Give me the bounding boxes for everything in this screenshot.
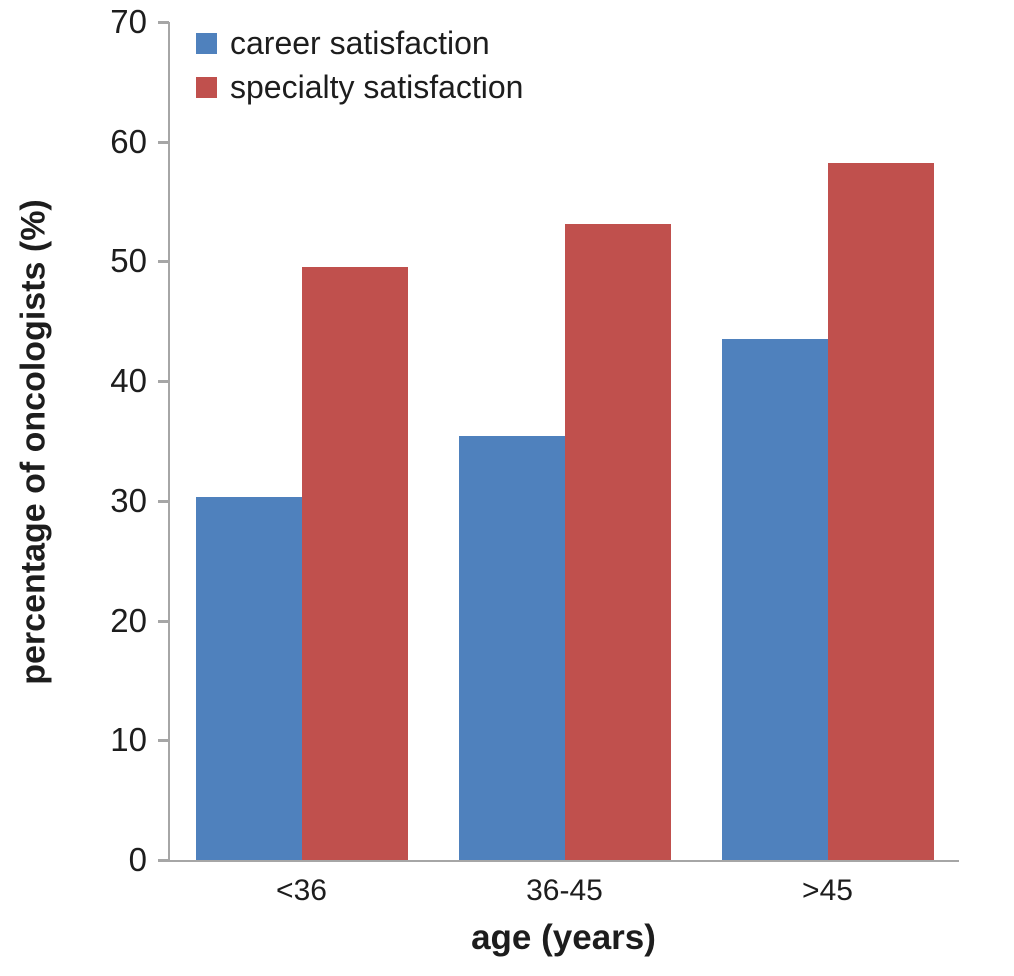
y-tick-label: 10 — [110, 721, 147, 759]
y-tick-label: 60 — [110, 122, 147, 160]
bar-specialty-satisfaction-36-45 — [564, 224, 671, 860]
bar-group-<36 — [170, 22, 433, 860]
y-tick-label: 20 — [110, 601, 147, 639]
bar-career-satisfaction-36-45 — [458, 436, 565, 860]
x-tick-label: >45 — [802, 874, 853, 907]
legend-swatch-icon — [196, 33, 217, 54]
x-axis-title: age (years) — [471, 918, 656, 957]
bar-specialty-satisfaction-<36 — [301, 267, 408, 860]
y-tick-mark — [158, 499, 169, 503]
x-tick-labels: <36 36-45 >45 — [170, 874, 959, 908]
y-tick-label: 50 — [110, 242, 147, 280]
y-tick-mark — [158, 619, 169, 623]
bar-career-satisfaction->45 — [721, 339, 828, 860]
y-tick-mark — [158, 380, 169, 384]
legend-label: specialty satisfaction — [230, 69, 524, 105]
legend: career satisfaction specialty satisfactio… — [196, 26, 523, 105]
y-tick-label: 40 — [110, 362, 147, 400]
bar-career-satisfaction-<36 — [195, 497, 302, 860]
x-tick-label: <36 — [276, 874, 327, 907]
legend-label: career satisfaction — [230, 25, 490, 61]
y-tick-label: 70 — [110, 3, 147, 40]
bar-group-36-45 — [433, 22, 696, 860]
y-tick-mark — [158, 140, 169, 144]
y-tick-label: 30 — [110, 481, 147, 519]
y-tick-label: 0 — [128, 841, 147, 878]
bar-group->45 — [696, 22, 959, 860]
legend-item: specialty satisfaction — [196, 70, 523, 105]
bar-groups — [170, 22, 959, 860]
y-tick-mark — [158, 739, 169, 743]
legend-swatch-icon — [196, 77, 217, 98]
legend-item: career satisfaction — [196, 26, 523, 61]
y-axis-title: percentage of oncologists (%) — [14, 199, 53, 685]
y-tick-mark — [158, 260, 169, 264]
y-tick-mark — [158, 21, 169, 24]
y-tick-mark — [158, 859, 169, 862]
bar-specialty-satisfaction->45 — [827, 163, 934, 860]
plot-area: 0 10 20 30 40 50 60 70 <36 36-45 >45 — [110, 3, 959, 907]
x-tick-label: 36-45 — [526, 874, 603, 907]
